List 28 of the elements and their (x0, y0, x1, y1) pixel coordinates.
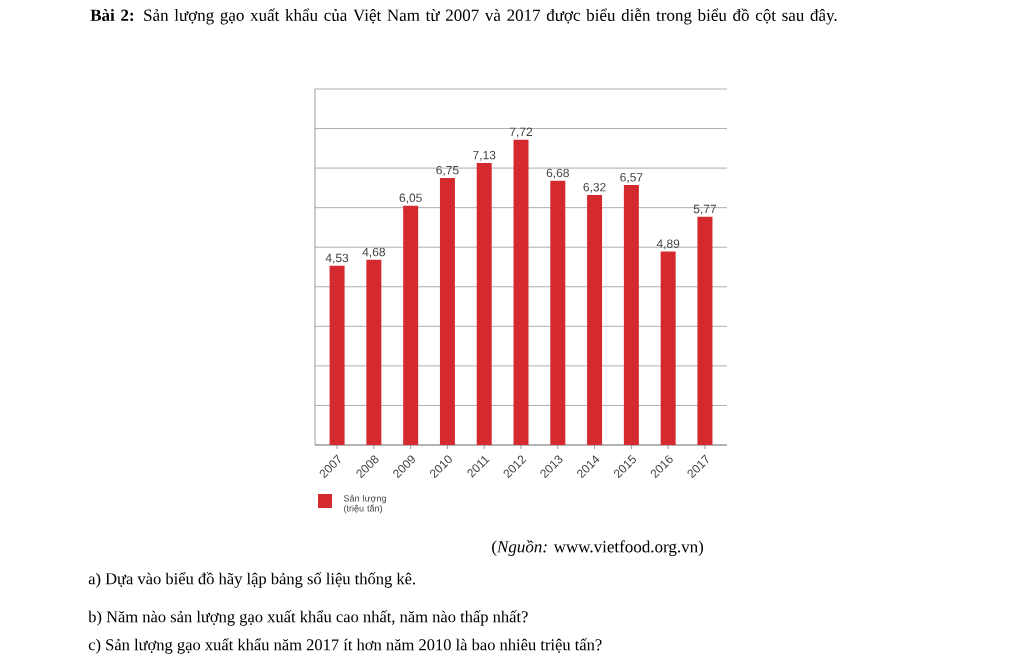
data-label: 6,75 (436, 165, 459, 176)
data-label: 6,32 (583, 182, 606, 193)
data-label: 7,72 (509, 127, 533, 138)
data-label: 7,13 (473, 150, 496, 161)
chart-title: Bài 2: Sản lượng gạo xuất khẩu của Việt Nam từ 2007 và 2017 được biểu diễn trong biểu đồ cột sau đây. (90, 8, 837, 25)
text: b) Năm nào sản lượng gạo xuất khẩu cao nhất, năm nào thấp nhất? (88, 610, 528, 626)
data-label: 6,57 (620, 173, 643, 183)
bar (403, 205, 419, 445)
data-label: 5,77 (693, 204, 717, 215)
bar (329, 265, 345, 445)
bar (697, 216, 713, 445)
bar (513, 139, 529, 445)
text: c) Sản lượng gạo xuất khẩu năm 2017 ít hơn năm 2010 là bao nhiêu triệu tấn? (88, 638, 602, 654)
text: a) Dựa vào biểu đồ hãy lập bảng số liệu thống kê. (88, 572, 416, 588)
bar (623, 185, 639, 445)
data-label: 6,05 (399, 193, 422, 204)
bar (587, 195, 603, 445)
bar (476, 162, 492, 445)
data-label: 4,68 (362, 247, 386, 258)
bar (366, 259, 382, 445)
text: (Nguồn: www.vietfood.org.vn) (492, 540, 704, 556)
data-label: 4,89 (656, 239, 680, 250)
bar (439, 177, 455, 445)
bar (660, 251, 676, 445)
bar (550, 180, 566, 445)
legend-label: Sản lượng (triệu tấn) (343, 494, 386, 514)
data-label: 4,53 (325, 253, 349, 264)
data-label: 6,68 (546, 168, 569, 179)
